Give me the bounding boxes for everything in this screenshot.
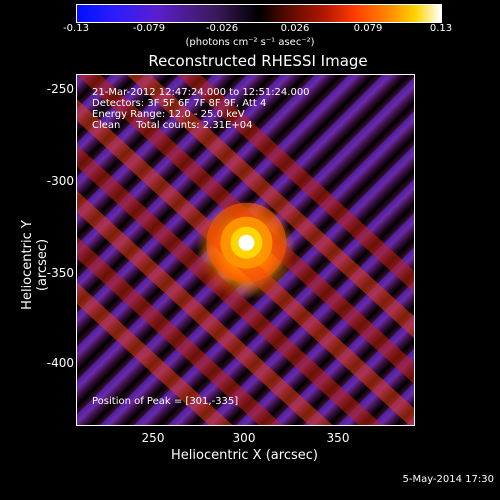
emission-band	[176, 75, 414, 293]
colorbar-tick: -0.079	[132, 23, 166, 34]
x-axis-label: Heliocentric X (arcsec)	[171, 448, 318, 463]
y-tick-label: -400	[46, 356, 74, 370]
emission-band	[77, 144, 383, 425]
colorbar-tick: 0.026	[280, 23, 310, 34]
info-energy-range: Energy Range: 12.0 - 25.0 keV	[92, 109, 245, 120]
colorbar-tick: -0.026	[205, 23, 239, 34]
colorbar	[76, 4, 442, 23]
emission-band	[77, 190, 333, 425]
colorbar-units: (photons cm⁻² s⁻¹ asec⁻²)	[185, 37, 315, 48]
emission-band	[77, 236, 283, 425]
timestamp: 5-May-2014 17:30	[402, 474, 494, 485]
heatmap-overlay	[77, 75, 414, 425]
chart-title: Reconstructed RHESSI Image	[148, 52, 368, 70]
y-tick-label: -350	[46, 266, 74, 280]
colorbar-tick: 0.13	[429, 23, 453, 34]
emission-band	[126, 75, 414, 339]
heatmap-bands	[77, 75, 414, 425]
emission-band	[77, 282, 233, 425]
info-time-range: 21-Mar-2012 12:47:24.000 to 12:51:24.000	[92, 87, 310, 98]
info-counts: Clean Total counts: 2.31E+04	[92, 120, 253, 131]
peak-position-label: Position of Peak = [301,-335]	[92, 396, 239, 407]
emission-band	[77, 75, 414, 384]
y-axis-label: Heliocentric Y (arcsec)	[20, 220, 50, 310]
colorbar-tick: 0.079	[353, 23, 383, 34]
info-detectors: Detectors: 3F 5F 6F 7F 8F 9F, Att 4	[92, 98, 267, 109]
y-tick-label: -250	[46, 82, 74, 96]
colorbar-tick: -0.13	[63, 23, 89, 34]
peak-source	[238, 234, 255, 251]
x-tick-label: 250	[141, 431, 165, 445]
y-tick-label: -300	[46, 174, 74, 188]
heatmap-image	[76, 74, 415, 426]
x-tick-label: 350	[326, 431, 350, 445]
x-tick-label: 300	[232, 431, 256, 445]
